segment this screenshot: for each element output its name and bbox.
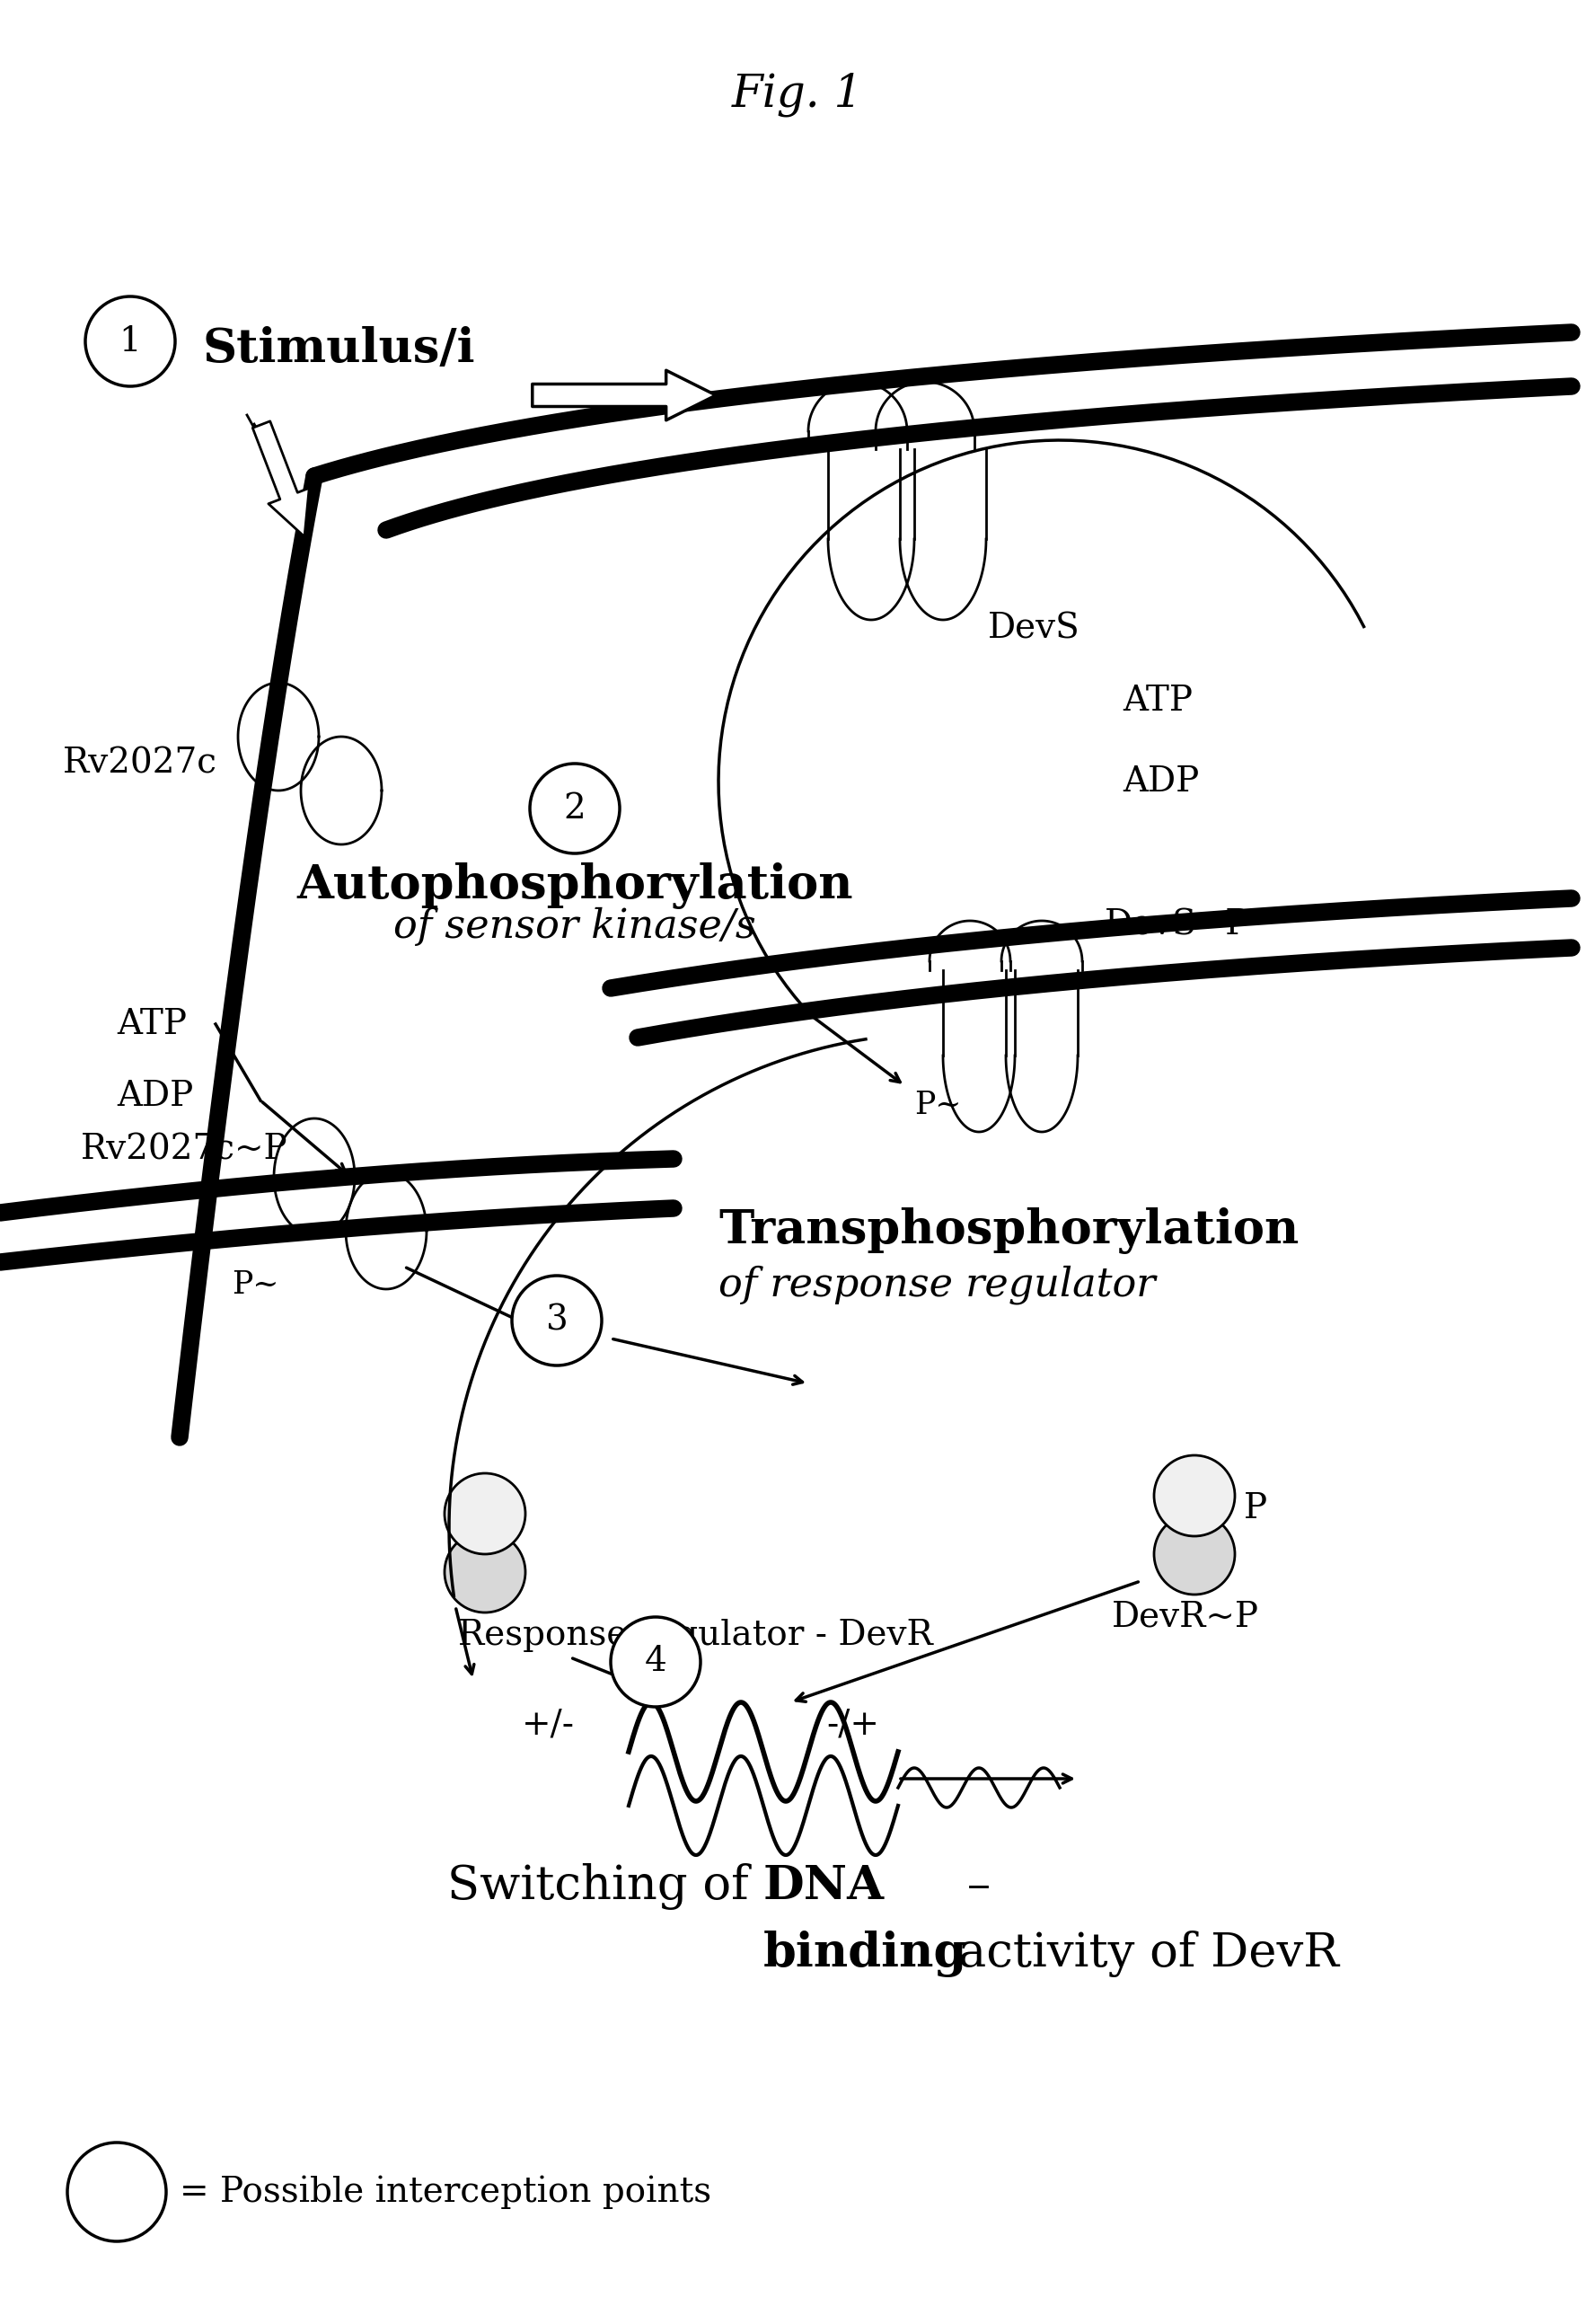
Text: –: –: [952, 1864, 990, 1910]
Text: -/+: -/+: [826, 1708, 880, 1741]
Text: Rv2027c~P: Rv2027c~P: [81, 1134, 289, 1167]
Text: DevS~P: DevS~P: [1105, 909, 1249, 941]
Circle shape: [530, 765, 620, 853]
Text: Response regulator - DevR: Response regulator - DevR: [458, 1618, 933, 1652]
Text: activity of DevR: activity of DevR: [943, 1931, 1340, 1978]
Circle shape: [67, 2143, 166, 2240]
Text: ATP: ATP: [116, 1009, 187, 1041]
Circle shape: [85, 297, 175, 386]
Text: = Possible interception points: = Possible interception points: [180, 2175, 711, 2208]
Text: Autophosphorylation: Autophosphorylation: [297, 862, 853, 909]
Text: of sensor kinase/s: of sensor kinase/s: [394, 906, 756, 946]
Circle shape: [445, 1532, 525, 1613]
Text: DevS: DevS: [987, 611, 1080, 646]
Text: DNA: DNA: [764, 1864, 885, 1910]
Text: P~: P~: [231, 1269, 279, 1299]
Text: +/-: +/-: [522, 1708, 574, 1741]
FancyArrowPatch shape: [533, 370, 716, 421]
Text: Stimulus/i: Stimulus/i: [203, 325, 475, 372]
Text: Fig. 1: Fig. 1: [732, 72, 863, 116]
Text: Switching of: Switching of: [447, 1864, 764, 1910]
Text: ADP: ADP: [116, 1078, 193, 1113]
Text: P: P: [1244, 1492, 1268, 1527]
Text: P~: P~: [914, 1090, 960, 1120]
Text: Transphosphorylation: Transphosphorylation: [718, 1208, 1298, 1255]
Circle shape: [611, 1618, 700, 1706]
Text: ATP: ATP: [1123, 683, 1193, 718]
Text: DevR~P: DevR~P: [1112, 1601, 1258, 1634]
Text: of response regulator: of response regulator: [718, 1264, 1155, 1304]
Circle shape: [1155, 1513, 1235, 1594]
Text: 4: 4: [644, 1645, 667, 1678]
Text: 1: 1: [120, 325, 142, 358]
Text: Rv2027c: Rv2027c: [62, 746, 217, 781]
Circle shape: [1155, 1455, 1235, 1536]
Text: 3: 3: [545, 1304, 568, 1336]
Circle shape: [445, 1473, 525, 1555]
FancyArrowPatch shape: [252, 421, 309, 537]
Text: ADP: ADP: [1123, 765, 1199, 797]
Text: 2: 2: [563, 792, 585, 825]
Text: binding: binding: [764, 1931, 968, 1978]
Circle shape: [512, 1276, 601, 1367]
